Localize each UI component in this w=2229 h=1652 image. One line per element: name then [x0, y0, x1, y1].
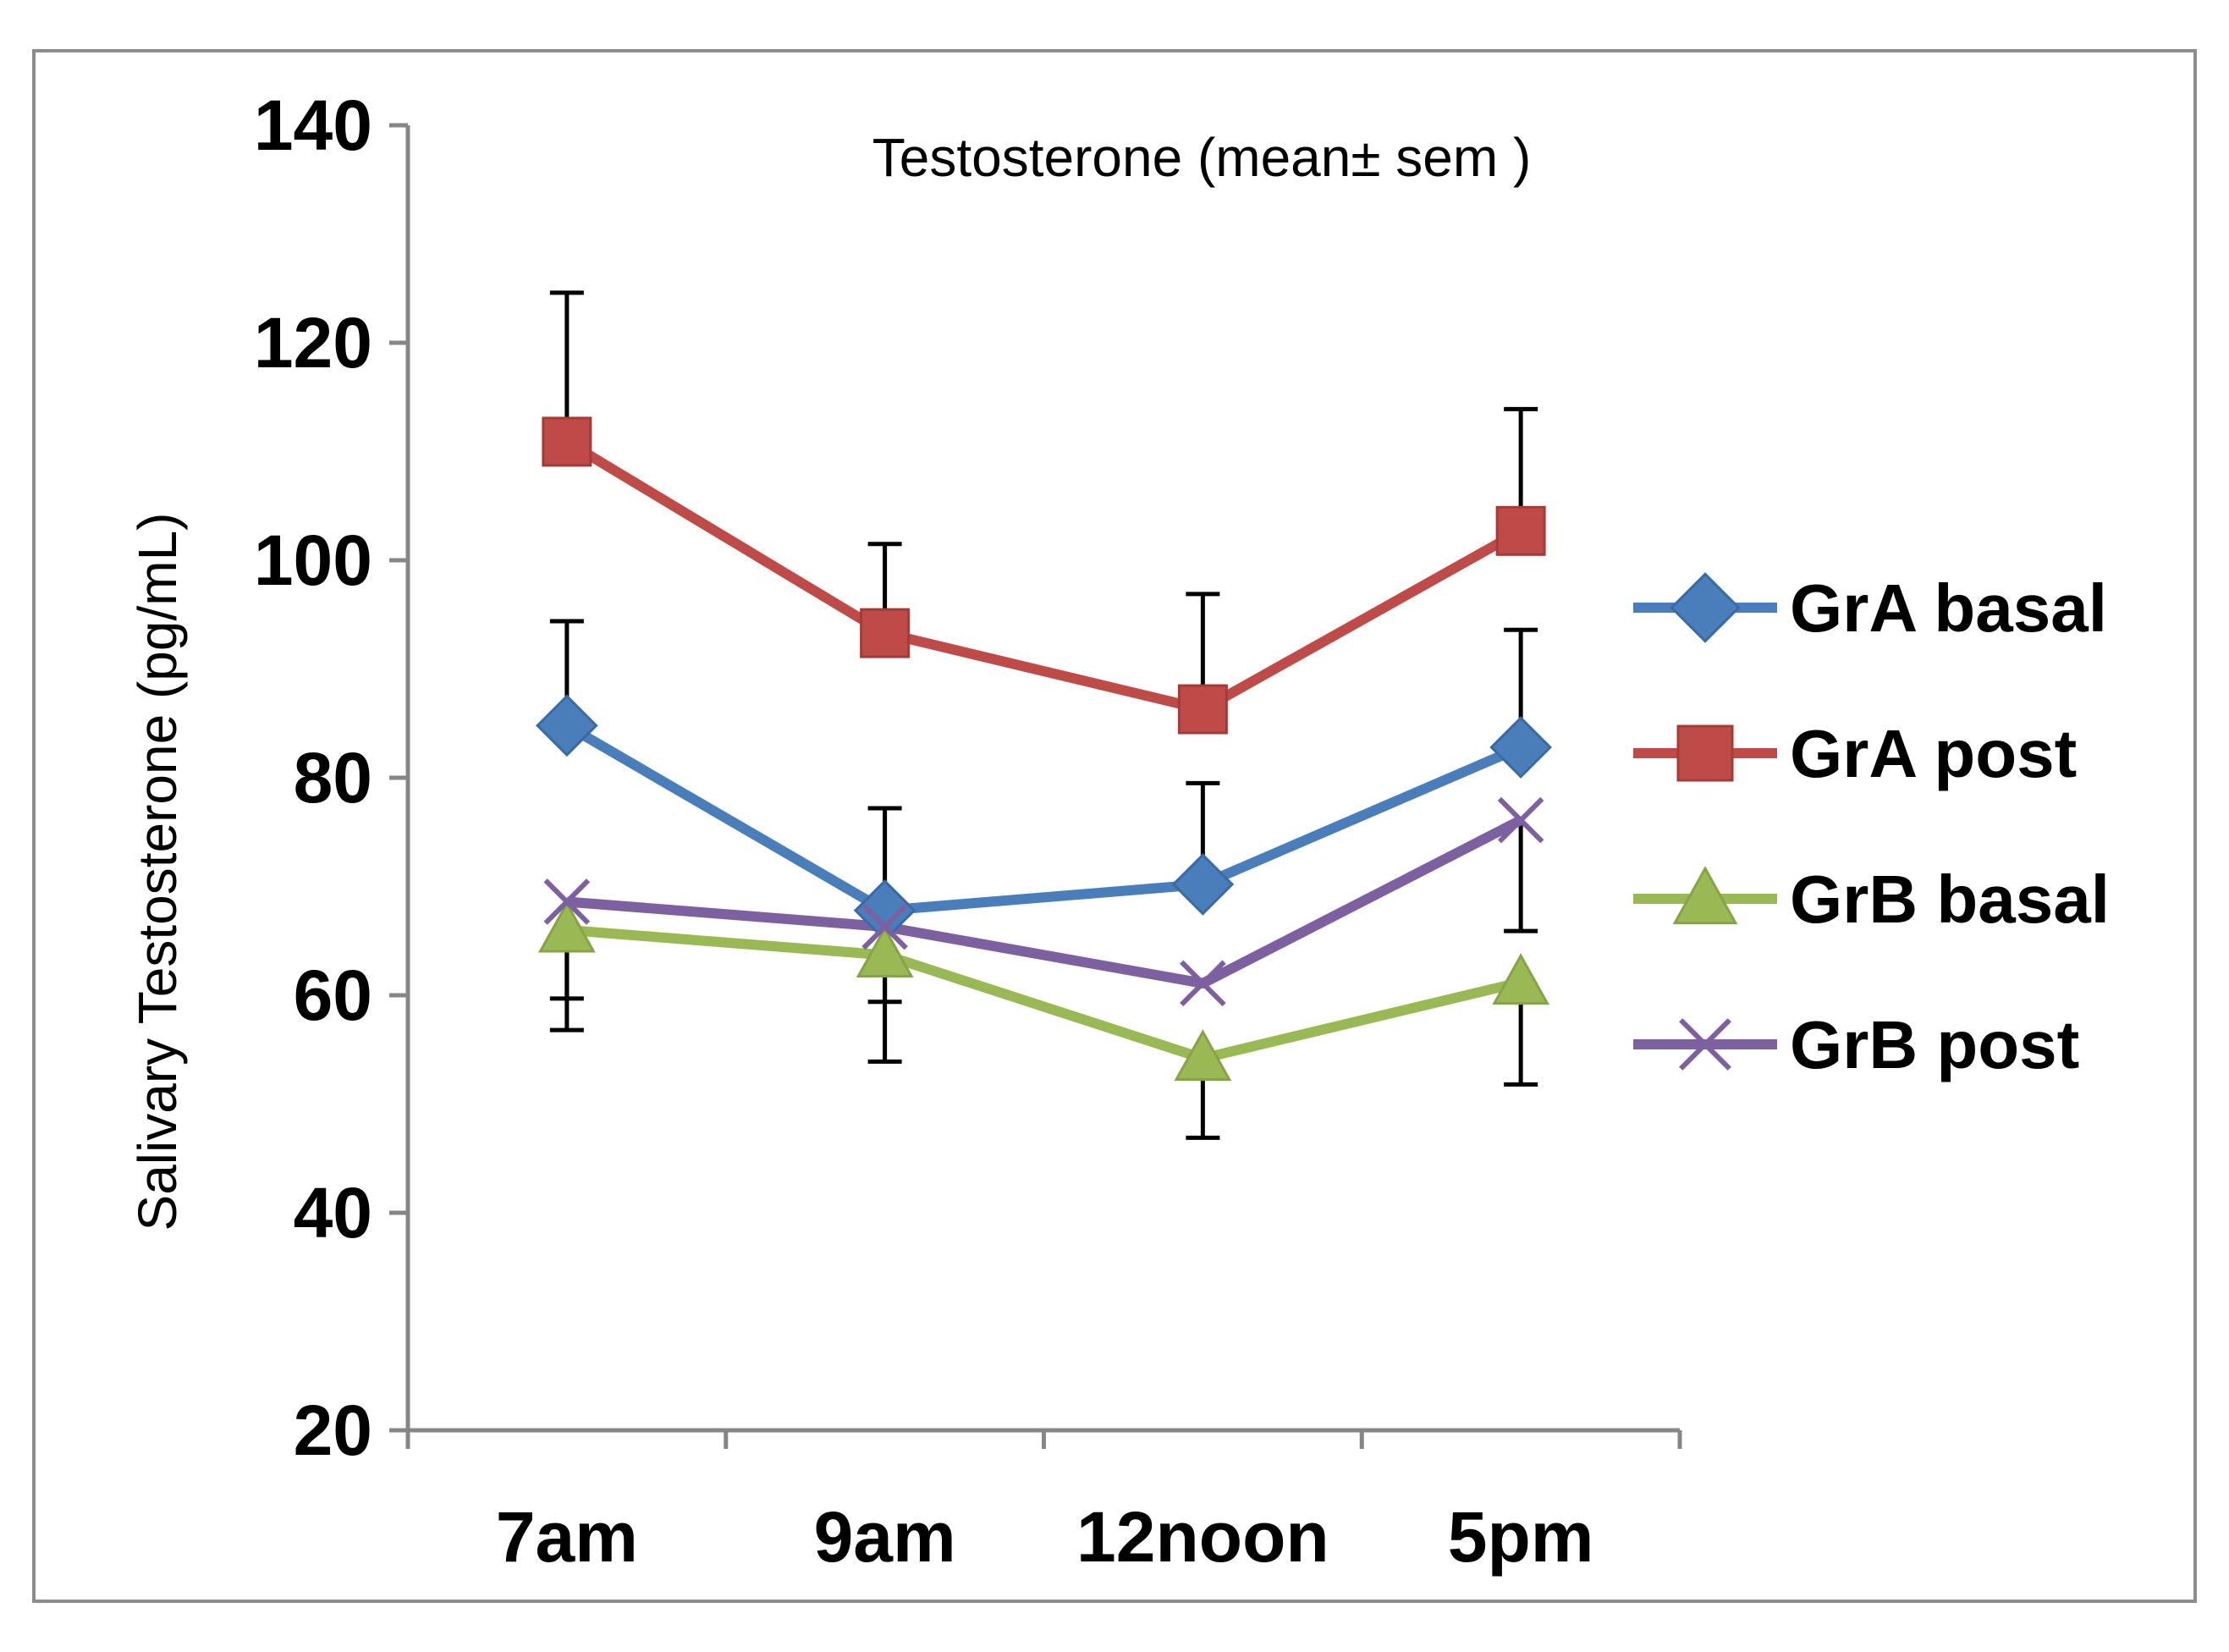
series-lines: [564, 437, 1524, 1064]
x-tick-label: 7am: [496, 1497, 638, 1577]
y-axis-title: Salivary Testosterone (pg/mL): [127, 513, 188, 1231]
data-point-gra-post: [1495, 505, 1546, 556]
chart-title: Testosterone (mean± sem ): [872, 127, 1532, 188]
y-tick-label: 40: [294, 1173, 372, 1253]
legend-marker: [1676, 724, 1734, 782]
legend: GrA basal GrA post GrB basal GrB post: [1633, 570, 2110, 1082]
data-point-gra-basal: [1171, 853, 1235, 916]
data-point-gra-post: [542, 416, 592, 467]
y-tick-label: 140: [254, 85, 372, 165]
y-tick-label: 100: [254, 520, 372, 600]
data-point-gra-post: [860, 608, 911, 658]
series-line-grb-post: [566, 815, 1523, 988]
y-tick-label: 60: [294, 955, 372, 1035]
x-tick-label: 9am: [814, 1497, 956, 1577]
legend-label: GrB basal: [1790, 862, 2110, 937]
y-tick-label: 80: [294, 738, 372, 818]
data-point-grb-post: [861, 903, 908, 950]
y-axis-ticks: 20 40 60 80 100 120 140: [254, 85, 408, 1470]
data-point-grb-post: [543, 878, 591, 925]
x-tick-label: 5pm: [1448, 1497, 1594, 1577]
x-tick-label: 12noon: [1076, 1497, 1329, 1577]
legend-marker: [1679, 1018, 1731, 1071]
series-line-gra-basal: [564, 721, 1523, 916]
legend-marker: [1672, 866, 1738, 925]
data-point-grb-post: [1497, 796, 1544, 844]
y-tick-label: 20: [294, 1390, 372, 1470]
legend-label: GrA post: [1790, 716, 2077, 791]
series-line-gra-post: [564, 437, 1524, 715]
y-tick-label: 120: [254, 303, 372, 383]
legend-marker: [1670, 572, 1741, 643]
legend-label: GrA basal: [1790, 570, 2107, 646]
data-point-grb-basal: [856, 926, 914, 978]
legend-label: GrB post: [1790, 1007, 2079, 1082]
series-markers: [536, 416, 1552, 1082]
data-point-gra-post: [1177, 684, 1228, 735]
chart-border: [32, 49, 2197, 1603]
data-point-grb-post: [1180, 960, 1226, 1007]
data-point-gra-basal: [1489, 716, 1552, 779]
data-point-grb-basal: [537, 900, 596, 953]
data-point-grb-basal: [1174, 1029, 1232, 1082]
series-line-grb-basal: [566, 924, 1522, 1064]
x-axis-ticks: 7am 9am 12noon 5pm: [405, 1430, 1682, 1577]
data-point-gra-basal: [536, 694, 598, 757]
data-point-grb-basal: [1492, 953, 1550, 1005]
